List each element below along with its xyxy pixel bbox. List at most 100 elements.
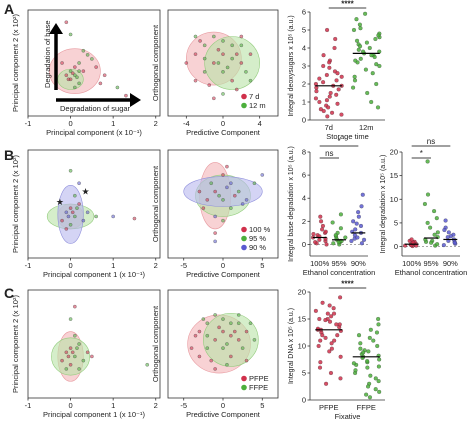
x-tick-label: 1 xyxy=(111,119,115,128)
data-point xyxy=(66,214,71,219)
data-point xyxy=(446,230,451,235)
data-point xyxy=(335,101,340,106)
x-axis-label: Predictive Component xyxy=(186,128,261,137)
x-tick-label: 2 xyxy=(154,261,158,270)
data-point xyxy=(77,202,81,206)
legend-label: PFPE xyxy=(249,374,269,383)
base-arrow-label: Degradation of base xyxy=(43,20,52,88)
data-point xyxy=(336,87,341,92)
data-point xyxy=(321,63,326,69)
y-axis-label: Orthogonal component xyxy=(151,165,160,242)
data-point xyxy=(236,189,241,194)
data-point xyxy=(377,357,382,362)
data-point xyxy=(358,26,363,31)
y-tick-label: 3 xyxy=(302,62,306,71)
data-point xyxy=(244,70,248,74)
data-point xyxy=(64,210,69,215)
data-point xyxy=(369,99,374,105)
y-axis-label: Orthogonal component xyxy=(151,305,160,382)
data-point xyxy=(329,314,334,319)
y-axis-label: Principal component 2 (x 10²) xyxy=(11,295,20,393)
y-tick-label: 0 xyxy=(302,116,306,125)
data-point xyxy=(374,81,379,87)
data-point xyxy=(145,362,150,367)
data-point xyxy=(367,395,372,400)
data-point xyxy=(317,365,323,370)
data-point xyxy=(132,216,137,221)
data-point xyxy=(225,362,229,367)
x-tick-label: 5 xyxy=(260,261,264,270)
data-point xyxy=(357,22,362,27)
data-point xyxy=(75,75,79,80)
data-point xyxy=(70,350,75,355)
legend-marker xyxy=(241,102,247,109)
y-tick-label: 10 xyxy=(390,195,398,204)
category-label: 95% xyxy=(331,259,346,268)
confidence-ellipse-blue xyxy=(57,185,84,244)
y-tick-label: 8 xyxy=(302,148,306,157)
data-point xyxy=(64,73,69,78)
y-axis-label: Integral DNA x 10⁵ (a.u.) xyxy=(288,308,295,384)
legend-label: 12 m xyxy=(249,101,266,110)
x-tick-label: 0 xyxy=(68,261,72,270)
data-point xyxy=(64,227,69,231)
data-point xyxy=(60,358,64,363)
data-point xyxy=(205,198,210,202)
y-axis-label: Principal component 2 (x 10²) xyxy=(11,155,20,253)
legend-label: 90 % xyxy=(249,243,266,252)
category-label: 100% xyxy=(310,259,330,268)
data-point xyxy=(442,227,447,233)
data-point xyxy=(229,321,233,326)
legend-label: FFPE xyxy=(249,383,268,392)
data-point xyxy=(81,218,86,223)
data-point xyxy=(244,358,249,363)
data-point xyxy=(371,338,376,343)
data-point xyxy=(448,234,453,239)
x-tick-label: -1 xyxy=(25,261,32,270)
data-point xyxy=(77,181,81,186)
data-point xyxy=(317,76,322,81)
significance-star: ★ xyxy=(56,197,64,207)
data-point xyxy=(330,110,335,115)
y-tick-label: 15 xyxy=(298,315,306,324)
data-point xyxy=(239,43,244,48)
data-point xyxy=(409,237,414,242)
x-tick-label: 4 xyxy=(258,119,262,128)
data-point xyxy=(124,93,128,98)
data-point xyxy=(335,71,340,76)
data-point xyxy=(343,235,348,240)
category-label: 95% xyxy=(423,259,438,268)
data-point xyxy=(362,237,367,242)
x-tick-label: 0 xyxy=(68,401,72,410)
data-point xyxy=(73,333,77,338)
data-point xyxy=(339,74,344,79)
data-point xyxy=(94,214,98,219)
data-point xyxy=(60,218,64,223)
data-point xyxy=(351,85,356,90)
plot-frame xyxy=(27,9,161,117)
x-axis-label: Ethanol concentration xyxy=(395,268,468,277)
data-point xyxy=(425,220,430,225)
x-axis-label: Ethanol concentration xyxy=(303,268,376,277)
data-point xyxy=(338,212,343,217)
data-point xyxy=(313,96,318,101)
data-point xyxy=(368,327,373,332)
data-point xyxy=(435,242,440,247)
data-point xyxy=(425,192,431,197)
data-point xyxy=(328,370,333,376)
data-point xyxy=(229,206,233,210)
x-axis-label: Principal component 1 (x 10⁻¹) xyxy=(43,410,145,419)
data-point xyxy=(319,219,324,224)
data-point xyxy=(73,65,77,69)
data-point xyxy=(111,214,115,219)
data-point xyxy=(429,240,434,245)
significance-label: * xyxy=(420,149,423,158)
confidence-ellipse-green xyxy=(203,312,259,367)
data-point xyxy=(216,61,221,65)
legend-marker xyxy=(241,93,247,100)
data-point xyxy=(323,229,328,234)
data-point xyxy=(64,20,69,25)
data-point xyxy=(248,52,253,56)
data-point xyxy=(365,90,370,96)
